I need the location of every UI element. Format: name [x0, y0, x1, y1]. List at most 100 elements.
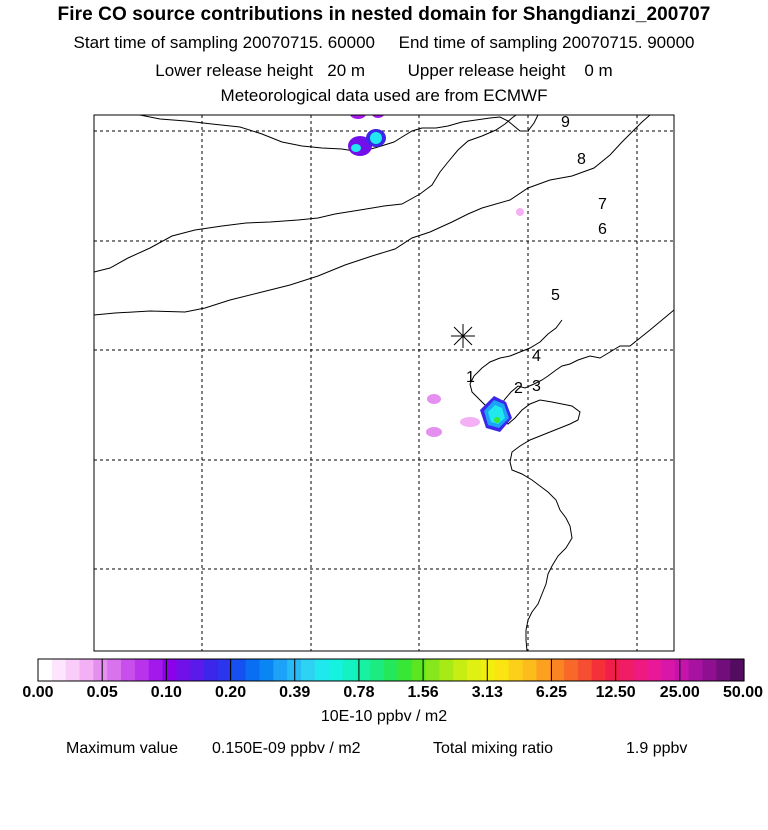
colorbar-cell [702, 659, 717, 681]
colorbar-cell [647, 659, 662, 681]
plume-small [516, 208, 524, 216]
colorbar-cell [494, 659, 510, 681]
sampling-time-line: Start time of sampling 20070715. 60000 E… [0, 33, 768, 53]
colorbar-tick-label: 0.05 [86, 684, 118, 701]
colorbar-cell [38, 659, 53, 681]
colorbar-cell [536, 659, 551, 681]
colorbar-tick-label: 1.56 [407, 684, 439, 701]
map-plot: 1 2 3 4 5 6 7 8 9 [93, 114, 675, 652]
plume-south [426, 394, 512, 437]
colorbar-cell [162, 659, 178, 681]
receptor-label-1: 1 [466, 369, 475, 386]
colorbar-cell [134, 659, 150, 681]
colorbar-cell [314, 659, 330, 681]
colorbar-tick-label: 0.39 [279, 684, 311, 701]
colorbar-cell [273, 659, 288, 681]
receptor-label-2: 2 [514, 380, 523, 397]
colorbar-cell [564, 659, 579, 681]
colorbar-cell [716, 659, 731, 681]
receptor-label-7: 7 [598, 196, 607, 213]
colorbar-cell [356, 659, 371, 681]
colorbar-tick-label: 25.00 [659, 684, 700, 701]
colorbar-cells [38, 659, 745, 681]
colorbar-cell [660, 659, 676, 681]
colorbar-cell [439, 659, 454, 681]
colorbar-tick-label: 6.25 [535, 684, 568, 701]
colorbar-cell [328, 659, 344, 681]
release-height-line: Lower release height 20 m Upper release … [0, 61, 768, 81]
colorbar-cell [480, 659, 496, 681]
colorbar-tick-label: 0.00 [22, 684, 54, 701]
colorbar-cell [467, 659, 482, 681]
colorbar-cell [397, 659, 413, 681]
upper-height-value: 0 m [584, 61, 613, 80]
colorbar-cell [107, 659, 122, 681]
footer-stats: Maximum value 0.150E-09 ppbv / m2 Total … [0, 740, 768, 830]
colorbar-cell [301, 659, 316, 681]
start-time-label: Start time of sampling [73, 33, 238, 52]
start-time-value: 20070715. 60000 [242, 33, 376, 52]
coastlines [94, 115, 674, 651]
receptor-label-4: 4 [532, 348, 541, 365]
receptor-label-3: 3 [532, 378, 541, 395]
colorbar-cell [633, 659, 648, 681]
colorbar-cell [688, 659, 704, 681]
colorbar-cell [65, 659, 81, 681]
lower-height-label: Lower release height [155, 61, 314, 80]
receptor-labels: 1 2 3 4 5 6 7 8 9 [466, 114, 607, 397]
receptor-label-5: 5 [551, 287, 560, 304]
colorbar-cell [730, 659, 745, 681]
colorbar-cell [577, 659, 593, 681]
max-value-label: Maximum value [66, 740, 179, 757]
colorbar-dividers [101, 659, 681, 681]
total-mixing-label: Total mixing ratio [433, 740, 554, 757]
colorbar-cell [176, 659, 191, 681]
plume-north [348, 115, 386, 156]
colorbar-cell [453, 659, 468, 681]
colorbar-tick-label: 0.10 [150, 684, 182, 701]
colorbar-cell [591, 659, 607, 681]
receptor-label-9: 9 [561, 114, 570, 131]
colorbar-cell [508, 659, 524, 681]
colorbar-cell [411, 659, 427, 681]
colorbar-cell [204, 659, 219, 681]
receptor-site-marker [451, 324, 475, 348]
receptor-label-8: 8 [577, 151, 586, 168]
colorbar-cell [674, 659, 690, 681]
colorbar-tick-label: 12.50 [595, 684, 636, 701]
end-time-label: End time of sampling [398, 33, 558, 52]
colorbar-cell [245, 659, 261, 681]
map-frame [93, 114, 675, 652]
colorbar-cell [148, 659, 164, 681]
colorbar-unit: 10E-10 ppbv / m2 [320, 708, 448, 725]
fire-co-plume [348, 115, 524, 437]
colorbar-tick-label: 0.78 [343, 684, 375, 701]
colorbar-cell [605, 659, 621, 681]
colorbar-outline [37, 658, 745, 682]
colorbar-cell [550, 659, 565, 681]
receptor-label-6: 6 [598, 221, 607, 238]
colorbar-cell [93, 659, 108, 681]
colorbar-cell [121, 659, 136, 681]
colorbar-cell [522, 659, 537, 681]
colorbar-tick-label: 50.00 [722, 684, 764, 701]
chart-title: Fire CO source contributions in nested d… [57, 4, 711, 25]
colorbar-cell [190, 659, 205, 681]
lower-height-value: 20 m [327, 61, 366, 80]
total-mixing-value: 1.9 ppbv [626, 740, 688, 757]
end-time-value: 20070715. 90000 [562, 33, 695, 52]
colorbar-tick-label: 0.20 [214, 684, 247, 701]
map-grid [94, 115, 674, 651]
colorbar-cell [79, 659, 94, 681]
colorbar [37, 658, 745, 682]
colorbar-cell [619, 659, 634, 681]
max-value: 0.150E-09 ppbv / m2 [212, 740, 361, 757]
upper-height-label: Upper release height [407, 61, 566, 80]
colorbar-tick-label: 3.13 [471, 684, 503, 701]
colorbar-cell [370, 659, 385, 681]
colorbar-cell [51, 659, 67, 681]
colorbar-cell [342, 659, 357, 681]
met-data-line: Meteorological data used are from ECMWF [220, 86, 548, 105]
colorbar-cell [259, 659, 274, 681]
colorbar-cell [425, 659, 441, 681]
